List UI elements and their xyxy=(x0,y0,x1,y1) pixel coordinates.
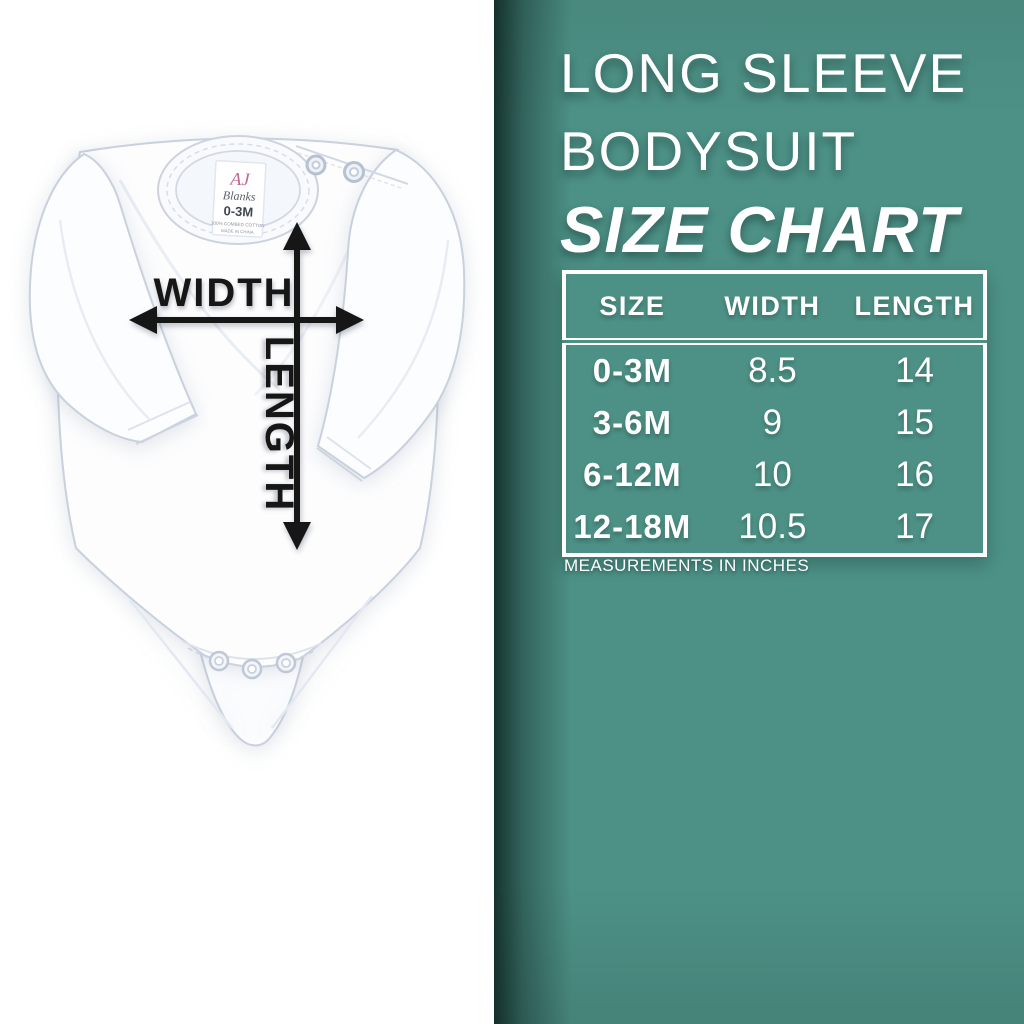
width-value: 10.5 xyxy=(738,507,807,546)
table-row: 0-3M 8.5 14 xyxy=(564,342,985,398)
bodysuit-illustration: AJ Blanks 0-3M 100% COMBED COTTON MADE I… xyxy=(28,135,466,747)
size-value: 12-18M xyxy=(573,508,692,545)
size-value: 0-3M xyxy=(592,352,672,389)
column-header-size: SIZE xyxy=(564,272,699,345)
units-note: MEASUREMENTS IN INCHES xyxy=(564,556,810,575)
length-value: 16 xyxy=(895,455,934,494)
arrow-down-icon xyxy=(283,522,311,550)
size-chart-panel: LONG SLEEVE BODYSUIT SIZE CHART SIZE WID… xyxy=(494,0,1024,1024)
size-value: 3-6M xyxy=(592,404,672,441)
arrow-right-icon xyxy=(336,306,364,334)
arrow-up-icon xyxy=(283,222,311,250)
title-line-1: LONG SLEEVE xyxy=(560,42,968,104)
size-table-header-row: SIZE WIDTH LENGTH xyxy=(564,272,985,345)
table-row: 6-12M 10 16 xyxy=(564,449,985,501)
tag-brand-script: AJ xyxy=(229,168,251,189)
measurement-arrows xyxy=(129,222,364,550)
neck-tag: AJ Blanks 0-3M 100% COMBED COTTON MADE I… xyxy=(211,160,267,238)
crotch-snap-band xyxy=(181,640,323,680)
column-header-width: WIDTH xyxy=(698,272,847,345)
column-header-length: LENGTH xyxy=(846,272,985,345)
tag-brand-sub: Blanks xyxy=(223,188,257,204)
width-value: 8.5 xyxy=(748,351,797,390)
page-title: LONG SLEEVE BODYSUIT SIZE CHART xyxy=(560,34,967,270)
length-value: 15 xyxy=(895,403,934,442)
product-photo-panel: AJ Blanks 0-3M 100% COMBED COTTON MADE I… xyxy=(0,0,494,1024)
tag-origin-text: MADE IN CHINA xyxy=(221,228,254,235)
arrow-left-icon xyxy=(129,306,157,334)
bodysuit-right-sleeve xyxy=(316,148,466,482)
width-label: WIDTH xyxy=(153,271,294,315)
size-value: 6-12M xyxy=(583,456,682,493)
size-table: SIZE WIDTH LENGTH 0-3M 8.5 14 3-6M 9 15 … xyxy=(562,270,987,557)
length-label: LENGTH xyxy=(257,336,301,512)
table-row: 12-18M 10.5 17 xyxy=(564,501,985,555)
shoulder-snap-placket xyxy=(295,145,409,190)
width-value: 10 xyxy=(752,455,792,494)
tag-size-text: 0-3M xyxy=(223,203,253,220)
tag-material-text: 100% COMBED COTTON xyxy=(211,221,265,229)
title-line-3: SIZE CHART xyxy=(560,193,959,266)
length-value: 17 xyxy=(895,507,934,546)
length-value: 14 xyxy=(895,351,934,390)
bodysuit-left-sleeve xyxy=(28,152,199,445)
width-value: 9 xyxy=(762,403,783,442)
table-row: 3-6M 9 15 xyxy=(564,397,985,449)
title-line-2: BODYSUIT xyxy=(560,120,858,182)
